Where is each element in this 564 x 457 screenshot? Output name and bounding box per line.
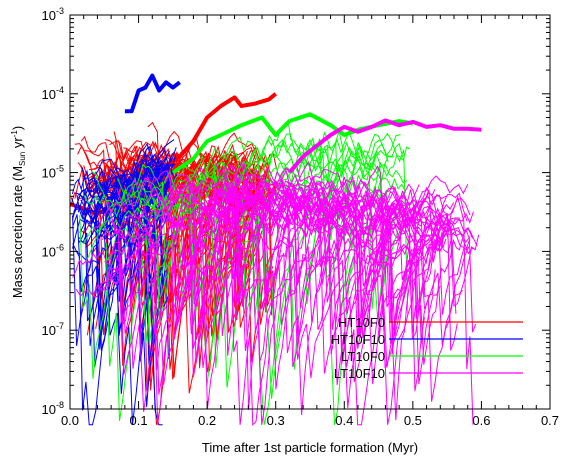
- x-tick-label: 0.5: [404, 413, 422, 428]
- x-tick-label: 0.2: [198, 413, 216, 428]
- series-line: [118, 177, 436, 425]
- series-line: [82, 134, 401, 245]
- series-line: [72, 164, 436, 425]
- legend-label: HT10F10: [331, 332, 385, 347]
- x-tick-label: 0.3: [267, 413, 285, 428]
- series-line: [78, 189, 166, 245]
- series-line: [91, 161, 174, 224]
- y-axis-title-mid: yr: [10, 137, 25, 152]
- series-layer: [69, 73, 482, 426]
- legend-label: LT10F10: [334, 366, 385, 381]
- series-line: [87, 168, 455, 297]
- series-LT10F10: [72, 118, 482, 426]
- axis-layer: 0.0 0.1 0.2 0.3 0.4 0.5 0.6 0.7 10-8 10-7 10-6 10-5…: [42, 6, 560, 428]
- y-axis-title: Mass accretion rate (MSun yr-1): [10, 126, 27, 298]
- series-line: [82, 168, 166, 277]
- x-tick-label: 0.4: [335, 413, 353, 428]
- x-tick-label: 0.7: [541, 413, 559, 428]
- series-line: [113, 131, 262, 293]
- plot-frame: [69, 14, 551, 410]
- series-line: [91, 170, 458, 425]
- legend-label: LT10F0: [341, 349, 385, 364]
- x-axis-title: Time after 1st particle formation (Myr): [202, 440, 418, 455]
- y-tick-label: 10-3: [42, 6, 64, 23]
- series-line: [190, 183, 474, 425]
- series-line: [105, 130, 257, 179]
- y-axis-title-sup: -1: [10, 130, 19, 138]
- y-tick-label: 10-4: [42, 85, 64, 102]
- series-line: [96, 142, 169, 201]
- x-tick-label: 0.1: [130, 413, 148, 428]
- series-line: [226, 164, 469, 383]
- series-line: [91, 137, 408, 326]
- series-line: [195, 184, 471, 379]
- series-line: [131, 185, 446, 319]
- y-tick-label: 10-8: [42, 400, 64, 417]
- y-tick-label: 10-5: [42, 164, 64, 181]
- y-tick-label: 10-6: [42, 242, 64, 259]
- series-line: [170, 160, 455, 349]
- series-line: [101, 167, 471, 385]
- y-axis-title-end: ): [10, 126, 25, 130]
- series-line: [102, 186, 466, 395]
- y-axis-title-main: Mass accretion rate (M: [10, 166, 25, 298]
- series-line: [170, 173, 457, 368]
- legend: HT10F0 HT10F10 LT10F0 LT10F10: [331, 315, 523, 381]
- x-tick-label: 0.6: [472, 413, 490, 428]
- series-thick-line: [124, 73, 181, 114]
- series-line: [88, 158, 173, 284]
- series-line: [142, 130, 404, 288]
- series-line: [105, 174, 436, 421]
- series-line: [230, 184, 425, 426]
- y-axis-title-sub: Sun: [18, 152, 27, 166]
- x-tick-label: 0.0: [61, 413, 79, 428]
- y-tick-label: 10-7: [42, 321, 64, 338]
- series-thick-line: [287, 118, 482, 174]
- series-line: [75, 167, 420, 377]
- legend-label: HT10F0: [338, 315, 385, 330]
